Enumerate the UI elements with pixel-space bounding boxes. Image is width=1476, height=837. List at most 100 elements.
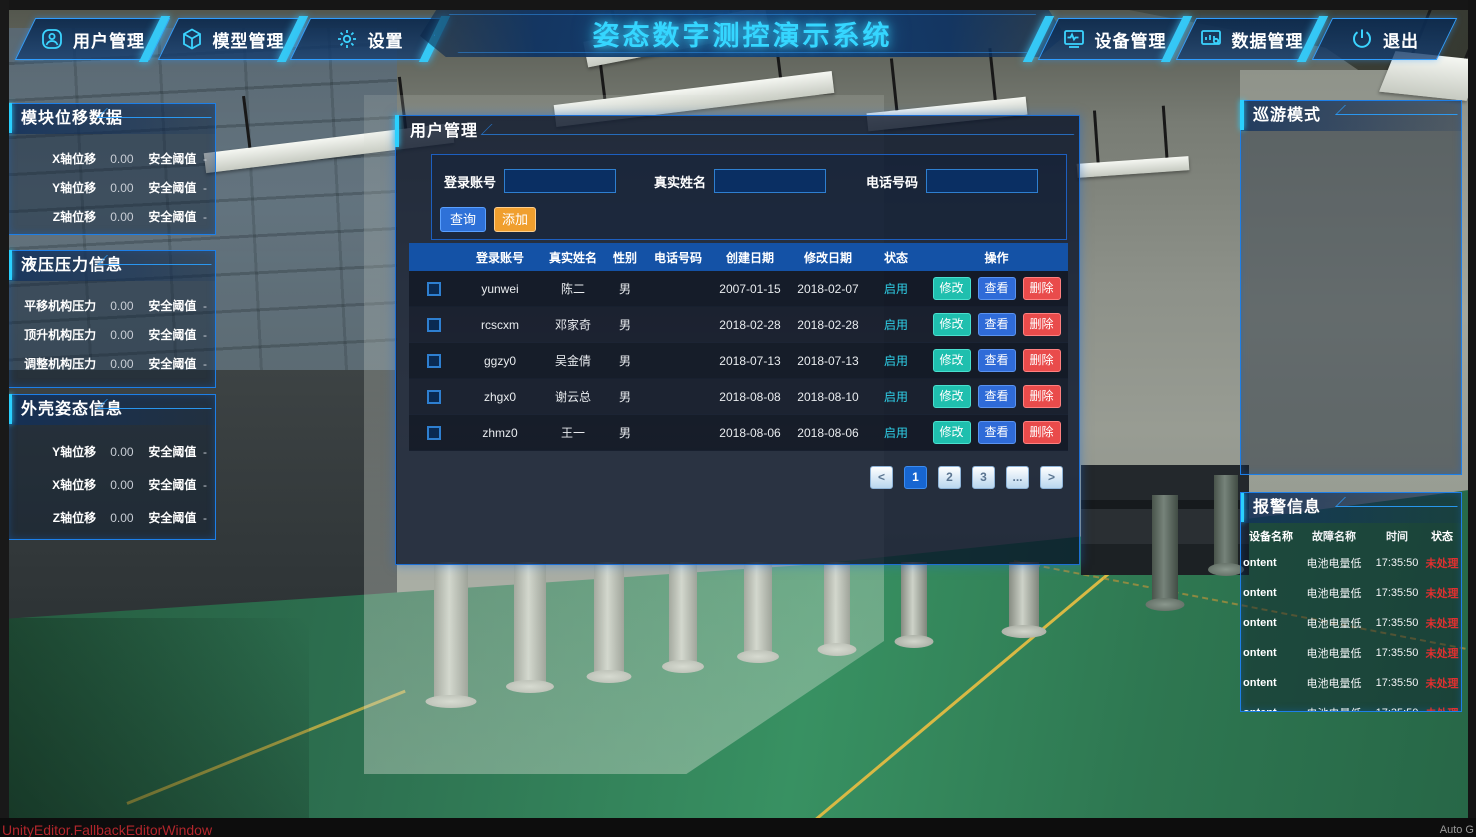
nav-device-management[interactable]: 设备管理	[1037, 18, 1191, 60]
nav-user-management[interactable]: 用户管理	[14, 18, 171, 60]
cell-time: 17:35:50	[1375, 677, 1419, 689]
col-header: 电话号码	[653, 250, 702, 265]
delete-button[interactable]: 删除	[1022, 349, 1061, 372]
threshold-label: 安全阈值	[148, 210, 197, 224]
delete-button[interactable]: 删除	[1022, 277, 1061, 300]
alarm-row: ontent 电池电量低 17:35:50 未处理	[1241, 548, 1461, 578]
data-row: Y轴位移 0.00 安全阈值 -	[17, 435, 207, 468]
edit-button[interactable]: 修改	[932, 349, 971, 372]
col-header: 状态	[883, 250, 908, 265]
delete-button[interactable]: 删除	[1022, 385, 1061, 408]
page-button-1[interactable]: 1	[904, 466, 927, 489]
row-checkbox[interactable]	[427, 353, 441, 368]
metric-value: 0.00	[110, 209, 134, 224]
view-button[interactable]: 查看	[977, 385, 1016, 408]
window-frame-right	[1468, 0, 1476, 837]
view-button[interactable]: 查看	[977, 421, 1016, 444]
machine-pillar	[744, 562, 772, 657]
nav-exit[interactable]: 退出	[1311, 18, 1458, 60]
row-checkbox[interactable]	[427, 425, 441, 440]
add-button[interactable]: 添加	[494, 207, 536, 232]
field-label: 登录账号	[444, 174, 497, 190]
phone-input[interactable]	[926, 169, 1039, 193]
metric-value: 0.00	[110, 327, 134, 342]
panel-title: 报警信息	[1241, 493, 1461, 523]
machine-pillar	[824, 562, 850, 650]
cell-account: ggzy0	[483, 353, 517, 368]
cell-time: 17:35:50	[1375, 557, 1419, 569]
metric-label: X轴位移	[52, 478, 97, 492]
cell-name: 邓家奇	[554, 318, 591, 332]
col-header: 修改日期	[803, 250, 852, 265]
edit-button[interactable]: 修改	[932, 277, 971, 300]
machine-pillar	[669, 562, 697, 667]
data-row: Z轴位移 0.00 安全阈值 -	[17, 202, 207, 231]
row-checkbox[interactable]	[427, 281, 441, 296]
cell-gender: 男	[618, 354, 631, 368]
nav-label: 设置	[367, 31, 404, 51]
editor-debug-text: UnityEditor.FallbackEditorWindow	[2, 822, 213, 837]
alarm-row: ontent 电池电量低 17:35:50 未处理	[1241, 698, 1461, 711]
nav-model-management[interactable]: 模型管理	[157, 18, 307, 60]
metric-value: 0.00	[110, 477, 134, 492]
next-page-button[interactable]: >	[1040, 466, 1063, 489]
cell-modified: 2018-02-07	[797, 281, 859, 296]
nav-label: 退出	[1383, 31, 1419, 51]
metric-value: 0.00	[110, 356, 134, 371]
account-input[interactable]	[504, 169, 617, 193]
panel-alarm-info: 报警信息 设备名称 故障名称 时间 状态 ontent 电池电量低 17:35:…	[1240, 492, 1462, 712]
machine-pillar	[594, 562, 624, 677]
modal-title: 用户管理	[395, 115, 1079, 148]
col-header: 登录账号	[475, 250, 524, 265]
cell-modified: 2018-07-13	[797, 353, 859, 368]
row-checkbox[interactable]	[427, 317, 441, 332]
threshold-label: 安全阈值	[148, 328, 197, 342]
status-badge: 启用	[883, 282, 908, 296]
view-button[interactable]: 查看	[977, 349, 1016, 372]
panel-shell-posture: 外壳姿态信息 Y轴位移 0.00 安全阈值 - X轴位移 0.00 安全阈值 -…	[8, 394, 216, 540]
col-header: 故障名称	[1312, 530, 1356, 543]
threshold-value: -	[203, 356, 207, 371]
metric-value: 0.00	[110, 444, 134, 459]
nav-label: 模型管理	[212, 31, 285, 51]
cell-gender: 男	[618, 390, 631, 404]
threshold-value: -	[203, 327, 207, 342]
metric-label: 顶升机构压力	[24, 328, 97, 342]
machine-pillar	[1214, 475, 1238, 570]
cube-icon	[180, 27, 204, 51]
cell-fault: 电池电量低	[1306, 588, 1362, 600]
view-button[interactable]: 查看	[977, 313, 1016, 336]
edit-button[interactable]: 修改	[932, 385, 971, 408]
threshold-value: -	[203, 180, 207, 195]
threshold-value: -	[203, 209, 207, 224]
col-header: 状态	[1431, 530, 1453, 543]
status-badge: 启用	[883, 426, 908, 440]
page-button-3[interactable]: 3	[972, 466, 995, 489]
name-input[interactable]	[714, 169, 827, 193]
view-button[interactable]: 查看	[977, 277, 1016, 300]
top-nav-bar: 用户管理 模型管理 设置	[0, 10, 1476, 66]
prev-page-button[interactable]: <	[870, 466, 893, 489]
page-ellipsis[interactable]: ...	[1006, 466, 1029, 489]
nav-settings[interactable]: 设置	[289, 18, 449, 60]
cell-name: 吴金倩	[554, 354, 591, 368]
edit-button[interactable]: 修改	[932, 421, 971, 444]
threshold-label: 安全阈值	[148, 478, 197, 492]
col-header: 真实姓名	[548, 250, 597, 265]
cell-fault: 电池电量低	[1306, 648, 1362, 660]
query-button[interactable]: 查询	[440, 207, 486, 232]
page-button-2[interactable]: 2	[938, 466, 961, 489]
panel-title: 巡游模式	[1240, 100, 1461, 131]
delete-button[interactable]: 删除	[1022, 421, 1061, 444]
nav-label: 设备管理	[1094, 31, 1167, 51]
delete-button[interactable]: 删除	[1022, 313, 1061, 336]
nav-label: 数据管理	[1231, 31, 1304, 51]
machine-pillar	[434, 562, 468, 702]
threshold-value: -	[203, 151, 207, 166]
threshold-value: -	[203, 298, 207, 313]
row-checkbox[interactable]	[427, 389, 441, 404]
status-badge: 启用	[883, 354, 908, 368]
ceiling-lamp	[1076, 156, 1190, 178]
nav-data-management[interactable]: 数据管理	[1175, 18, 1327, 60]
edit-button[interactable]: 修改	[932, 313, 971, 336]
